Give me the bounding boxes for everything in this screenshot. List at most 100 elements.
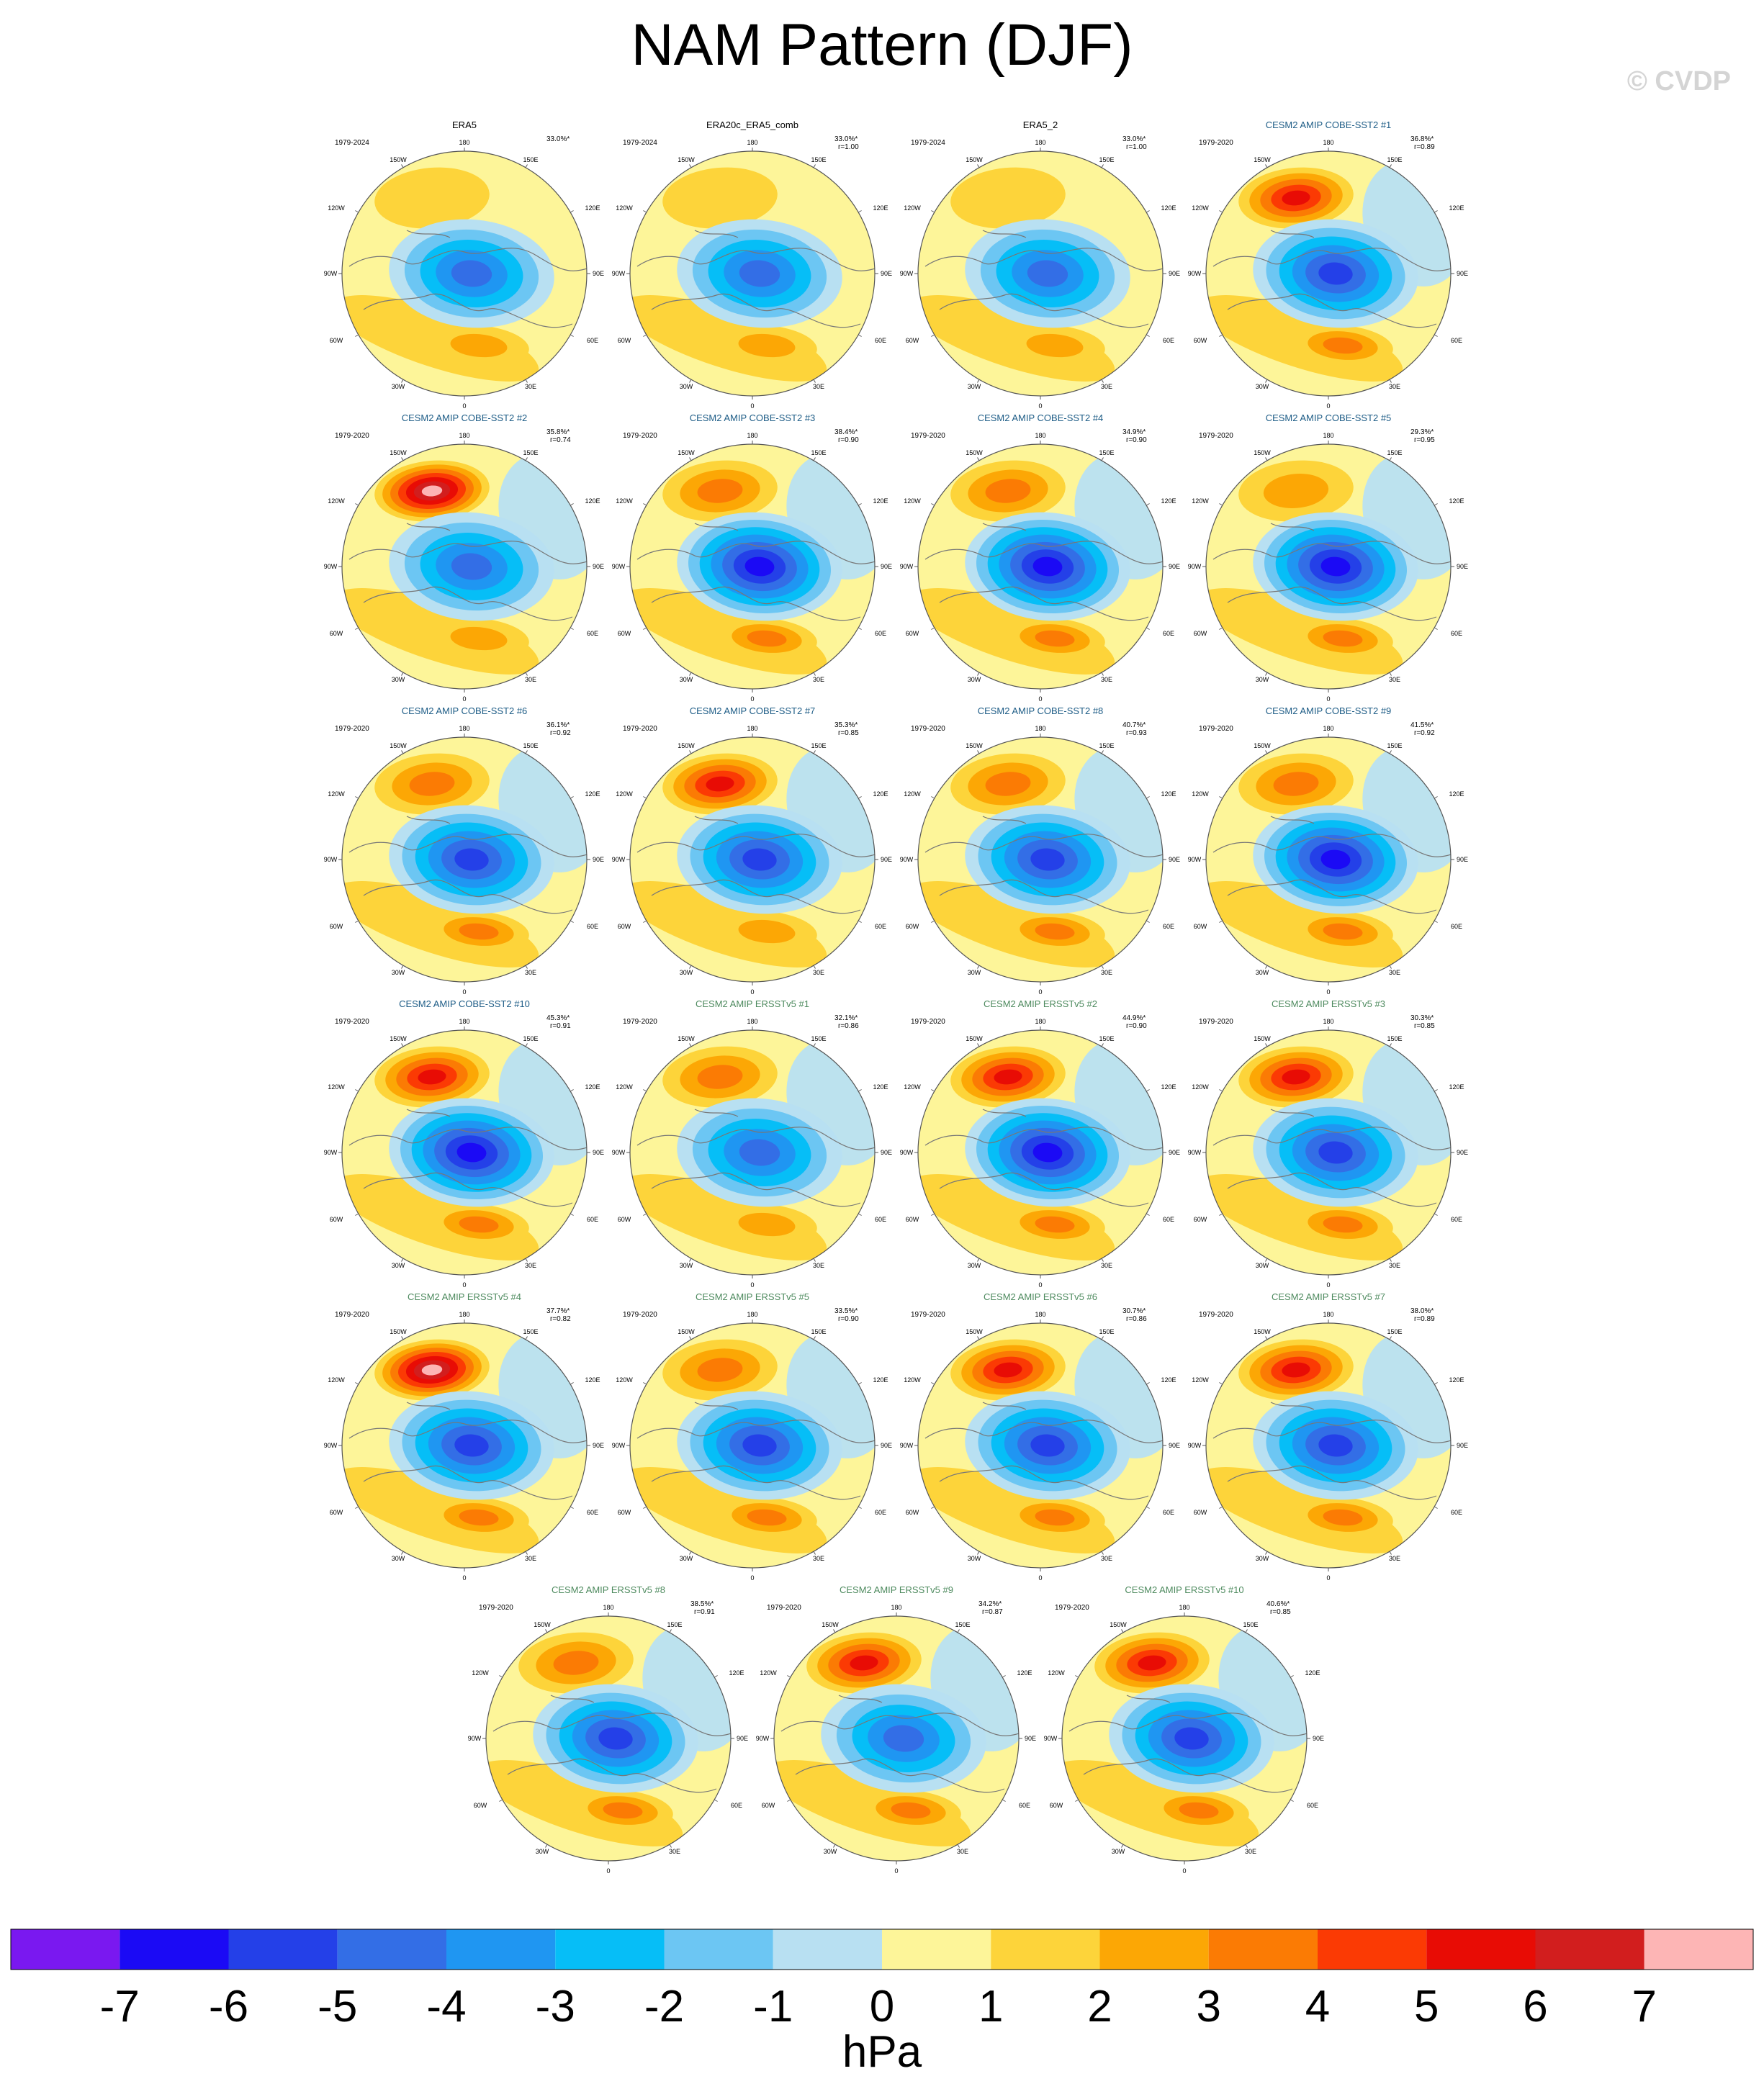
longitude-tick: [570, 920, 574, 923]
longitude-tick: [669, 1629, 672, 1633]
longitude-label: 120E: [873, 204, 888, 212]
longitude-label: 180: [459, 725, 470, 732]
longitude-tick: [1146, 210, 1150, 213]
longitude-label: 30W: [391, 383, 405, 390]
longitude-label: 150E: [1387, 1035, 1403, 1042]
period-label: 1979-2020: [1199, 1018, 1233, 1026]
longitude-label: 150W: [1254, 742, 1271, 749]
polar-map: [914, 148, 1166, 400]
variance-explained-label: 36.1%*: [546, 721, 570, 729]
longitude-tick: [858, 1089, 862, 1092]
colorbar-tick-label: -4: [426, 1982, 467, 2031]
period-label: 1979-2020: [767, 1604, 801, 1612]
longitude-tick: [833, 1629, 836, 1633]
variance-explained-label: 33.0%*: [1122, 135, 1146, 143]
panel-title: CESM2 AMIP COBE-SST2 #4: [977, 412, 1104, 423]
longitude-tick: [1101, 1043, 1104, 1047]
panel-title: ERA5_2: [1022, 119, 1058, 130]
longitude-label: 60W: [1049, 1802, 1063, 1809]
panel-title: CESM2 AMIP COBE-SST2 #3: [689, 412, 816, 423]
panel-title: CESM2 AMIP ERSSTv5 #9: [840, 1584, 953, 1595]
longitude-label: 180: [1323, 1018, 1334, 1025]
longitude-tick: [833, 1844, 836, 1848]
longitude-tick: [1389, 164, 1392, 168]
longitude-label: 120W: [904, 1376, 921, 1384]
map-panel: 180 0 90W 90E 150W 150E 120W 120E 60W 60E 30W 30E CE…: [896, 412, 1184, 711]
longitude-label: 150W: [966, 156, 983, 163]
longitude-tick: [1265, 379, 1268, 383]
variance-explained-label: 37.7%*: [546, 1307, 570, 1315]
longitude-tick: [931, 627, 935, 630]
period-label: 1979-2020: [623, 1018, 657, 1026]
coastline: [348, 1109, 587, 1207]
longitude-label: 120W: [616, 204, 633, 212]
longitude-tick: [813, 457, 816, 461]
longitude-label: 90W: [1187, 563, 1202, 570]
longitude-tick: [355, 796, 359, 799]
longitude-label: 60E: [1450, 630, 1463, 637]
colorbar-tick-label: -6: [208, 1982, 249, 2031]
longitude-label: 0: [462, 695, 467, 703]
longitude-tick: [1101, 1551, 1104, 1555]
pattern-correlation-label: r=0.92: [550, 729, 571, 737]
pattern-correlation-label: r=0.92: [1414, 729, 1435, 737]
longitude-tick: [689, 1258, 692, 1262]
longitude-tick: [355, 503, 359, 506]
longitude-label: 90W: [323, 1149, 338, 1156]
longitude-tick: [931, 920, 935, 923]
longitude-label: 0: [750, 988, 755, 996]
panel-title: CESM2 AMIP ERSSTv5 #6: [984, 1291, 1097, 1302]
colorbar-tick-label: 0: [869, 1982, 895, 2031]
longitude-tick: [977, 1258, 980, 1262]
coastline: [924, 523, 1163, 621]
panel-title: CESM2 AMIP ERSSTv5 #4: [408, 1291, 521, 1302]
longitude-tick: [1434, 1213, 1438, 1216]
longitude-tick: [643, 796, 647, 799]
atlantic-high-anomaly: [1026, 333, 1084, 358]
longitude-tick: [1265, 164, 1268, 168]
longitude-label: 120W: [1048, 1669, 1065, 1677]
map-panel: 180 0 90W 90E 150W 150E 120W 120E 60W 60E 30W 30E ER…: [896, 119, 1184, 418]
longitude-label: 120E: [873, 1083, 888, 1091]
variance-explained-label: 33.0%*: [834, 135, 858, 143]
longitude-tick: [1265, 750, 1268, 754]
longitude-tick: [813, 164, 816, 168]
atlantic-high-anomaly: [1323, 1216, 1363, 1233]
longitude-label: 90W: [1187, 270, 1202, 277]
panel-title: CESM2 AMIP ERSSTv5 #5: [696, 1291, 809, 1302]
polar-map: [338, 1027, 590, 1278]
longitude-tick: [931, 210, 935, 213]
longitude-label: 180: [747, 725, 758, 732]
longitude-label: 30W: [679, 383, 693, 390]
map-panel: 180 0 90W 90E 150W 150E 120W 120E 60W 60E 30W 30E CE…: [896, 998, 1184, 1296]
longitude-tick: [1002, 1799, 1006, 1802]
longitude-tick: [570, 1089, 574, 1092]
atlantic-high-anomaly: [1323, 923, 1363, 940]
arctic-low-anomaly: [1320, 556, 1351, 577]
longitude-label: 30E: [812, 1555, 825, 1562]
arctic-low-anomaly: [883, 1725, 924, 1752]
map-panel: 180 0 90W 90E 150W 150E 120W 120E 60W 60E 30W 30E CE…: [608, 998, 896, 1296]
map-panel: 180 0 90W 90E 150W 150E 120W 120E 60W 60E 30W 30E CE…: [1184, 1291, 1472, 1589]
longitude-tick: [714, 1799, 718, 1802]
map-panel: 180 0 90W 90E 150W 150E 120W 120E 60W 60E 30W 30E CE…: [896, 705, 1184, 1003]
colorbar-swatch: [991, 1929, 1100, 1970]
arctic-low-anomaly: [1027, 260, 1068, 287]
longitude-label: 150W: [678, 156, 695, 163]
longitude-tick: [401, 750, 404, 754]
longitude-tick: [1389, 965, 1392, 969]
longitude-tick: [643, 503, 647, 506]
longitude-label: 0: [750, 1574, 755, 1582]
longitude-label: 30W: [967, 969, 981, 976]
longitude-label: 150E: [1387, 156, 1403, 163]
longitude-tick: [643, 1213, 647, 1216]
longitude-label: 30E: [956, 1848, 969, 1855]
longitude-tick: [1265, 965, 1268, 969]
longitude-label: 30E: [1100, 383, 1113, 390]
pattern-correlation-label: r=0.85: [1414, 1022, 1435, 1030]
longitude-label: 90E: [1456, 856, 1469, 863]
longitude-tick: [813, 1043, 816, 1047]
coastline: [636, 816, 875, 914]
polar-map: [1202, 148, 1454, 400]
longitude-label: 150E: [523, 1328, 539, 1335]
